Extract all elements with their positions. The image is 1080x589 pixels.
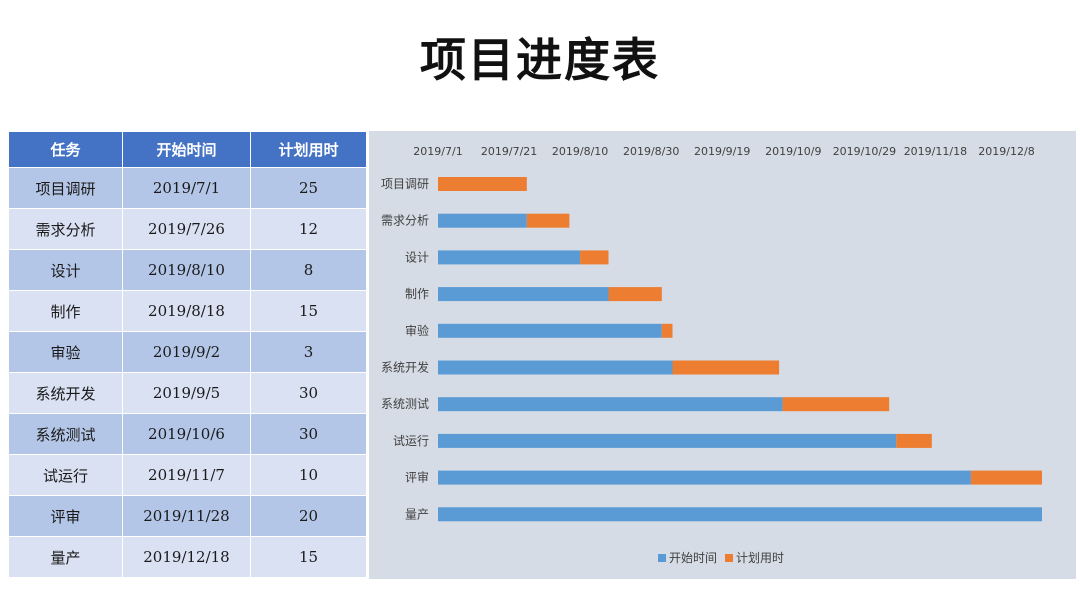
start-date-cell: 2019/9/2 (122, 331, 251, 373)
gantt-chart-svg: 2019/7/1 2019/7/21 2019/8/10 2019/8/30 2019/… (381, 145, 1042, 565)
start-date-cell: 2019/8/10 (122, 249, 251, 291)
duration-cell: 25 (250, 167, 367, 209)
duration-bar (970, 470, 1042, 485)
x-tick-label: 2019/10/9 (765, 145, 821, 158)
y-category-label: 制作 (405, 287, 429, 301)
task-name-cell: 系统测试 (8, 413, 123, 455)
y-category-label: 设计 (405, 250, 429, 264)
x-tick-label: 2019/7/1 (413, 145, 462, 158)
start-offset-bar (438, 360, 673, 375)
y-category-label: 项目调研 (381, 177, 429, 191)
table-row: 量产 2019/12/18 15 (8, 536, 367, 578)
start-date-cell: 2019/8/18 (122, 290, 251, 332)
start-date-cell: 2019/7/1 (122, 167, 251, 209)
task-name-cell: 量产 (8, 536, 123, 578)
header-task: 任务 (8, 131, 123, 168)
duration-cell: 20 (250, 495, 367, 537)
x-tick-label: 2019/8/10 (552, 145, 608, 158)
duration-cell: 30 (250, 372, 367, 414)
start-date-cell: 2019/11/7 (122, 454, 251, 496)
duration-bar (896, 433, 932, 448)
start-date-cell: 2019/7/26 (122, 208, 251, 250)
table-header-row: 任务 开始时间 计划用时 (8, 131, 367, 168)
duration-cell: 10 (250, 454, 367, 496)
duration-cell: 15 (250, 536, 367, 578)
table-row: 审验 2019/9/2 3 (8, 331, 367, 373)
y-category-label: 审验 (405, 323, 429, 338)
x-tick-label: 2019/12/8 (978, 145, 1034, 158)
x-tick-label: 2019/10/29 (833, 145, 896, 158)
y-category-label: 需求分析 (381, 214, 429, 228)
start-offset-bar (438, 250, 581, 265)
table-row: 评审 2019/11/28 20 (8, 495, 367, 537)
duration-bar (526, 213, 570, 228)
legend-swatch-start (658, 554, 666, 562)
x-tick-label: 2019/11/18 (904, 145, 967, 158)
duration-bar (580, 250, 609, 265)
start-offset-bar (438, 213, 527, 228)
legend-label-duration: 计划用时 (736, 551, 784, 565)
page-title: 项目进度表 (420, 33, 660, 87)
task-name-cell: 试运行 (8, 454, 123, 496)
duration-bar (672, 360, 780, 375)
table-row: 试运行 2019/11/7 10 (8, 454, 367, 496)
task-name-cell: 审验 (8, 331, 123, 373)
table-row: 需求分析 2019/7/26 12 (8, 208, 367, 250)
duration-cell: 8 (250, 249, 367, 291)
table-row: 项目调研 2019/7/1 25 (8, 167, 367, 209)
header-start-time: 开始时间 (122, 131, 251, 168)
table-row: 系统开发 2019/9/5 30 (8, 372, 367, 414)
start-date-cell: 2019/12/18 (122, 536, 251, 578)
start-offset-bar (438, 470, 971, 485)
x-tick-label: 2019/9/19 (694, 145, 750, 158)
start-date-cell: 2019/10/6 (122, 413, 251, 455)
legend-label-start: 开始时间 (669, 551, 717, 565)
gantt-chart: 2019/7/1 2019/7/21 2019/8/10 2019/8/30 2019/… (369, 131, 1076, 579)
start-offset-bar (438, 323, 662, 338)
task-name-cell: 系统开发 (8, 372, 123, 414)
y-category-label: 试运行 (393, 433, 429, 448)
start-offset-bar (438, 287, 609, 302)
duration-cell: 12 (250, 208, 367, 250)
duration-cell: 30 (250, 413, 367, 455)
y-category-label: 量产 (405, 507, 429, 521)
duration-cell: 3 (250, 331, 367, 373)
task-name-cell: 项目调研 (8, 167, 123, 209)
start-offset-bar (438, 433, 897, 448)
header-planned-duration: 计划用时 (250, 131, 367, 168)
y-category-label: 系统测试 (381, 396, 429, 411)
task-name-cell: 制作 (8, 290, 123, 332)
x-tick-label: 2019/7/21 (481, 145, 537, 158)
task-table: 任务 开始时间 计划用时 项目调研 2019/7/1 25 需求分析 2019/… (8, 131, 367, 578)
table-row: 制作 2019/8/18 15 (8, 290, 367, 332)
legend-swatch-duration (725, 554, 733, 562)
start-offset-bar (438, 507, 1042, 522)
task-name-cell: 评审 (8, 495, 123, 537)
start-date-cell: 2019/9/5 (122, 372, 251, 414)
start-offset-bar (438, 397, 783, 412)
table-row: 系统测试 2019/10/6 30 (8, 413, 367, 455)
task-name-cell: 需求分析 (8, 208, 123, 250)
duration-cell: 15 (250, 290, 367, 332)
task-name-cell: 设计 (8, 249, 123, 291)
x-tick-label: 2019/8/30 (623, 145, 679, 158)
duration-bar (608, 287, 662, 302)
duration-bar (438, 177, 527, 191)
y-category-label: 系统开发 (381, 360, 429, 375)
table-row: 设计 2019/8/10 8 (8, 249, 367, 291)
y-category-label: 评审 (405, 470, 429, 485)
duration-bar (782, 397, 890, 412)
start-date-cell: 2019/11/28 (122, 495, 251, 537)
duration-bar (661, 323, 673, 338)
